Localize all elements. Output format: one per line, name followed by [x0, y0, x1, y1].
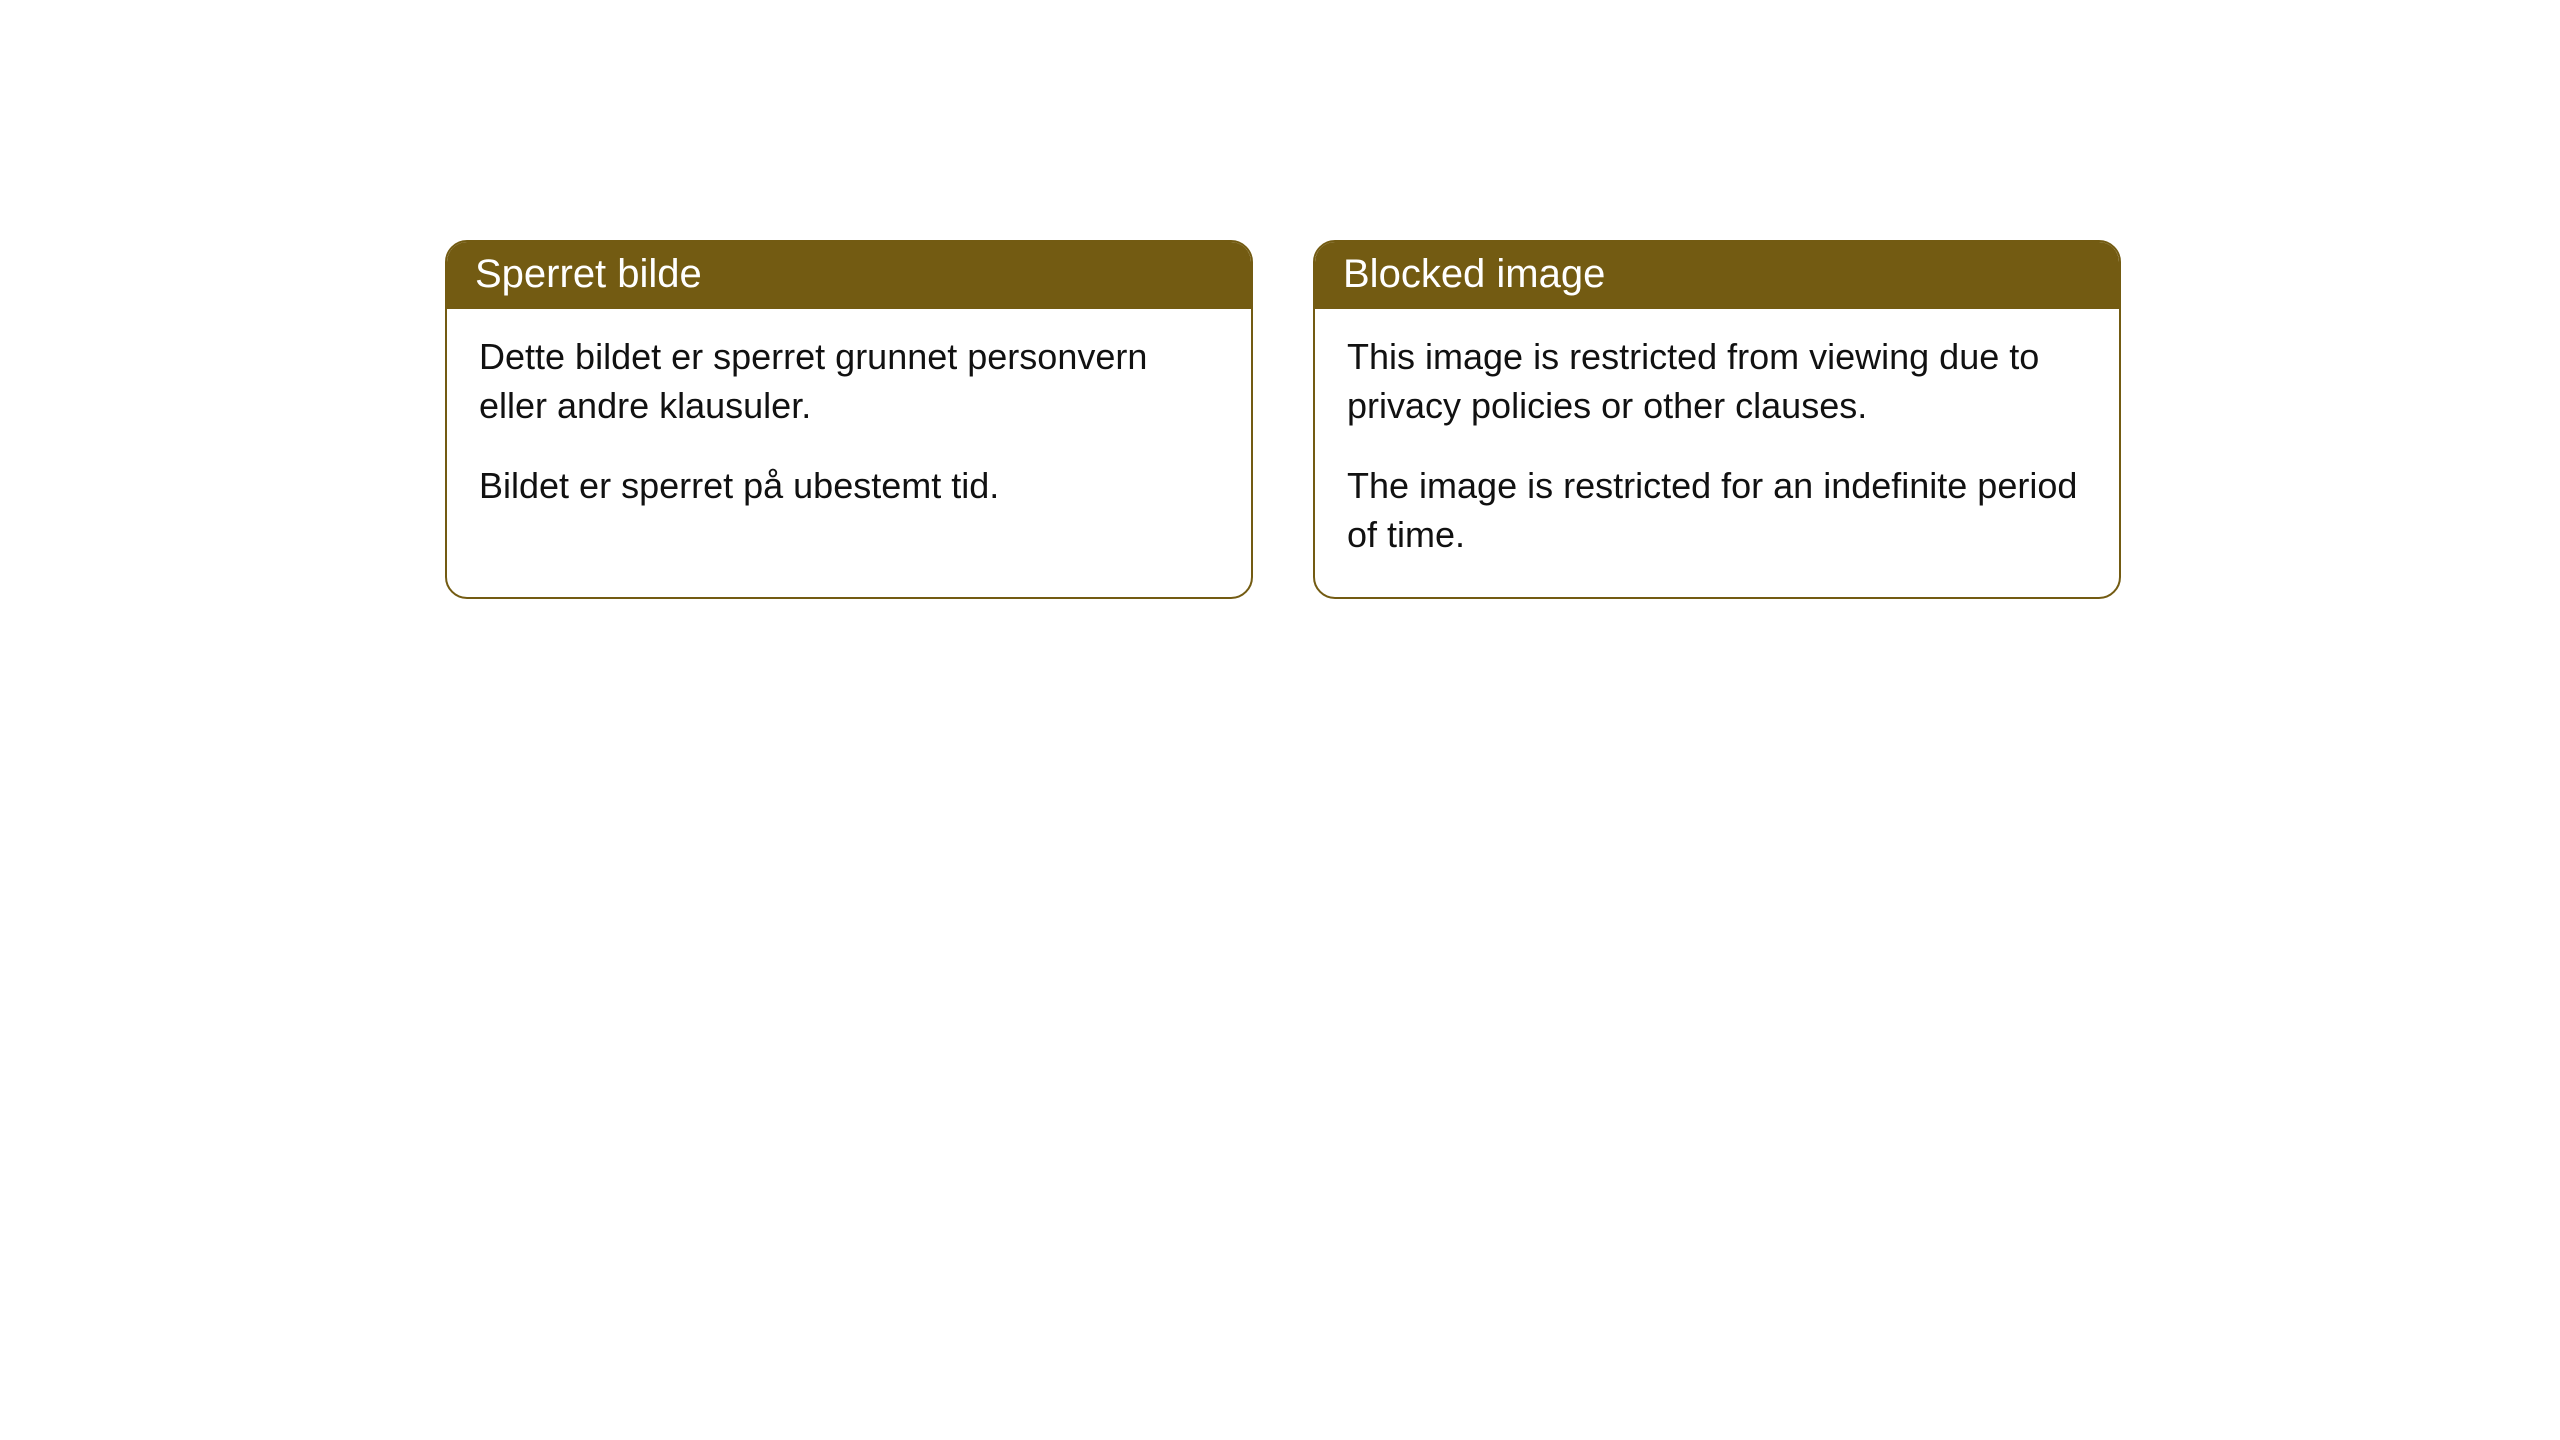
card-paragraph1-no: Dette bildet er sperret grunnet personve…	[479, 333, 1219, 430]
card-body-no: Dette bildet er sperret grunnet personve…	[447, 309, 1251, 549]
card-body-en: This image is restricted from viewing du…	[1315, 309, 2119, 597]
card-title-en: Blocked image	[1343, 252, 1605, 296]
blocked-image-card-en: Blocked image This image is restricted f…	[1313, 240, 2121, 599]
card-container: Sperret bilde Dette bildet er sperret gr…	[0, 0, 2560, 599]
card-paragraph2-en: The image is restricted for an indefinit…	[1347, 462, 2087, 559]
card-header-no: Sperret bilde	[447, 242, 1251, 309]
blocked-image-card-no: Sperret bilde Dette bildet er sperret gr…	[445, 240, 1253, 599]
card-header-en: Blocked image	[1315, 242, 2119, 309]
card-paragraph1-en: This image is restricted from viewing du…	[1347, 333, 2087, 430]
card-title-no: Sperret bilde	[475, 252, 702, 296]
card-paragraph2-no: Bildet er sperret på ubestemt tid.	[479, 462, 1219, 511]
